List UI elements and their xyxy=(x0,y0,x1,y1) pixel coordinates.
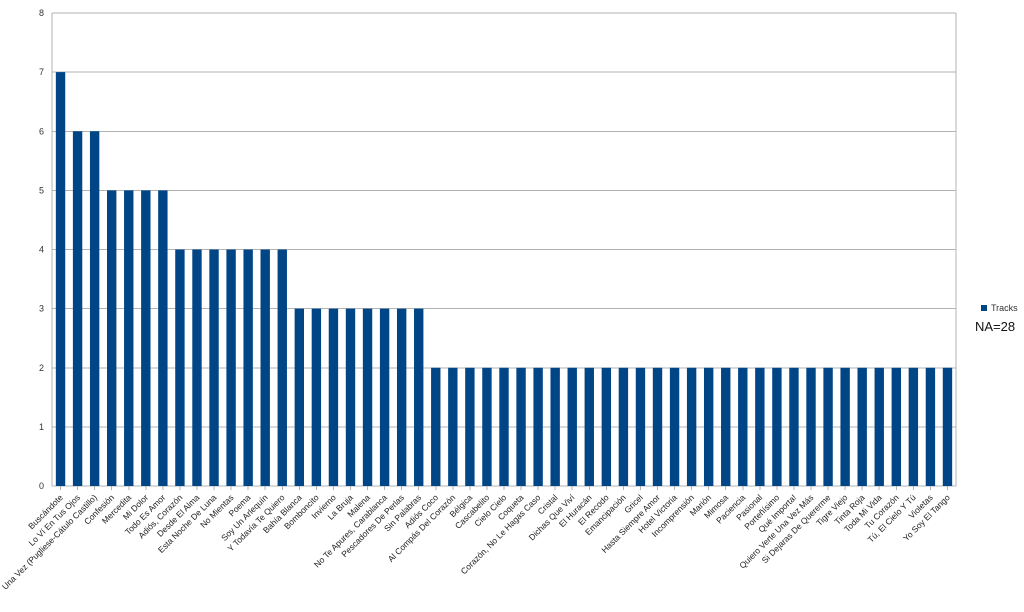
bar xyxy=(124,190,134,486)
y-tick-label: 7 xyxy=(39,67,44,77)
bar xyxy=(260,249,270,486)
bar xyxy=(465,367,475,486)
bar xyxy=(908,367,919,486)
bar xyxy=(840,367,850,486)
y-tick-label: 2 xyxy=(39,363,44,373)
bar xyxy=(209,249,219,486)
bar xyxy=(89,131,100,486)
bar xyxy=(175,249,185,486)
y-tick-label: 1 xyxy=(39,422,44,432)
bar xyxy=(789,367,799,486)
legend-label-tracks: Tracks xyxy=(991,303,1018,313)
bar xyxy=(311,308,322,486)
bar xyxy=(721,367,731,486)
na-count-note: NA=28 xyxy=(975,319,1016,334)
bar xyxy=(823,367,833,486)
bar xyxy=(499,367,509,486)
bar xyxy=(107,190,117,486)
y-tick-labels: 0 1 2 3 4 5 6 7 8 xyxy=(39,8,44,491)
legend-swatch-tracks xyxy=(981,305,987,311)
bar xyxy=(669,367,680,486)
bar xyxy=(925,367,936,486)
bar xyxy=(482,367,492,486)
bar xyxy=(55,72,66,486)
y-tick-label: 0 xyxy=(39,481,44,491)
bar xyxy=(686,367,697,486)
bar xyxy=(141,190,151,486)
bar xyxy=(550,367,560,486)
bar xyxy=(874,367,884,486)
bar xyxy=(618,367,629,486)
bar xyxy=(738,367,748,486)
bar xyxy=(567,367,577,486)
bar xyxy=(703,367,714,486)
y-tick-label: 5 xyxy=(39,185,44,195)
bar xyxy=(328,308,339,486)
bar xyxy=(533,367,543,486)
bar xyxy=(277,249,287,486)
bar xyxy=(448,367,458,486)
bar xyxy=(294,308,305,486)
bar xyxy=(431,367,441,486)
bar xyxy=(414,308,424,486)
bar xyxy=(652,367,663,486)
bar xyxy=(772,367,782,486)
y-tick-label: 8 xyxy=(39,8,44,18)
bar xyxy=(891,367,901,486)
bar xyxy=(243,249,253,486)
bar xyxy=(379,308,390,486)
bar xyxy=(755,367,765,486)
bar xyxy=(396,308,407,486)
bar xyxy=(516,367,526,486)
y-tick-label: 4 xyxy=(39,245,44,255)
legend: Tracks xyxy=(981,303,1018,313)
bar xyxy=(158,190,168,486)
y-tick-label: 3 xyxy=(39,304,44,314)
bar xyxy=(584,367,594,486)
bar xyxy=(362,308,373,486)
bars xyxy=(55,72,953,486)
bar xyxy=(192,249,202,486)
bar xyxy=(857,367,867,486)
bar xyxy=(601,367,612,486)
bar xyxy=(226,249,236,486)
bar xyxy=(72,131,83,486)
bar xyxy=(806,367,816,486)
y-gridlines xyxy=(52,12,956,487)
bar xyxy=(635,367,646,486)
bar xyxy=(942,367,953,486)
y-tick-label: 6 xyxy=(39,126,44,136)
bar xyxy=(345,308,356,486)
